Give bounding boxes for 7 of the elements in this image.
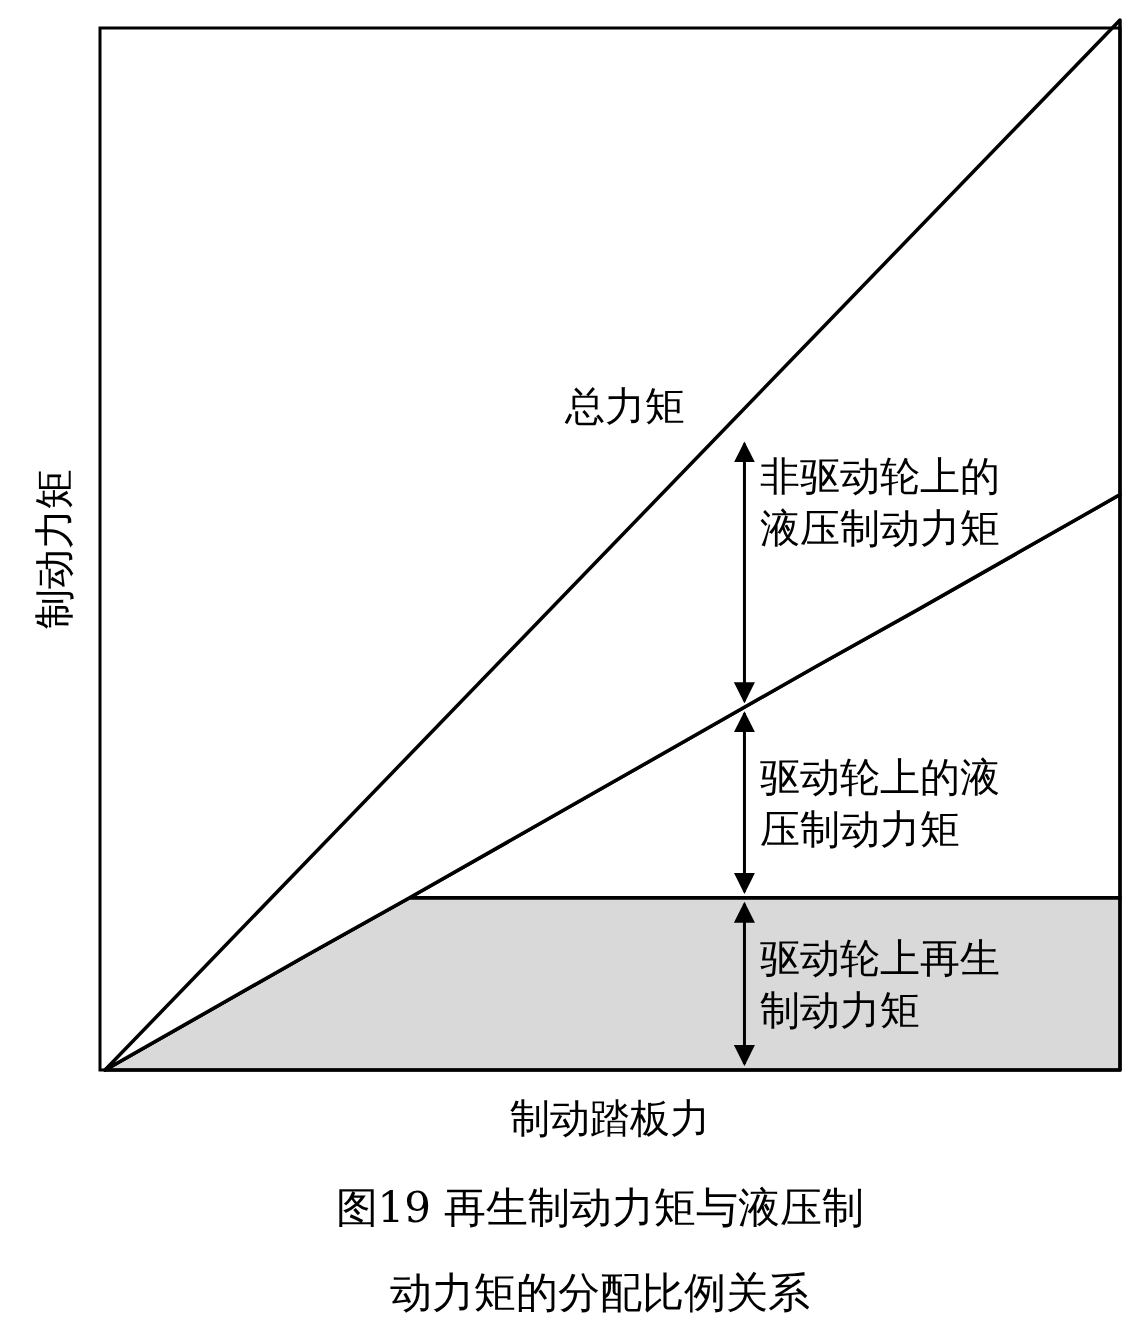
y-axis-title: 制动力矩 [31, 469, 77, 629]
series-label: 驱动轮上再生制动力矩 [760, 933, 1002, 1035]
series-label: 驱动轮上的液压制动力矩 [760, 752, 1002, 854]
x-axis-title: 制动踏板力 [510, 1095, 710, 1141]
series-label: 非驱动轮上的液压制动力矩 [760, 452, 1002, 554]
annotation: 总力矩 [564, 383, 685, 429]
text: 图19 再生制动力矩与液压制动力矩的分配比例关系 [334, 1182, 866, 1319]
